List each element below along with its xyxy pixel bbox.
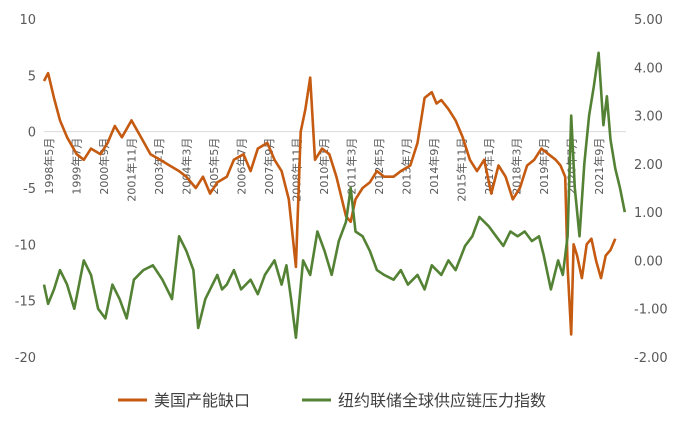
x-tick-label: 1999年7月 [70, 138, 84, 195]
left-tick-label: 10 [19, 13, 36, 28]
x-tick-label: 2006年7月 [235, 138, 249, 195]
x-tick-label: 2017年1月 [482, 138, 496, 195]
x-tick-label: 2005年5月 [207, 138, 221, 195]
series-lines [42, 51, 627, 340]
x-tick-label: 2004年3月 [180, 138, 194, 195]
right-tick-label: -2.00 [634, 351, 668, 366]
x-tick-label: 2010年1月 [317, 138, 331, 195]
x-tick-label: 1998年5月 [42, 138, 56, 195]
x-tick-label: 2015年11月 [455, 138, 469, 202]
x-axis-ticks: 1998年5月 1999年7月 2000年9月 2001年11月 2003年1月 2004… [42, 138, 606, 202]
legend: 美国产能缺口 纽约联储全球供应链压力指数 [118, 391, 546, 410]
right-tick-label: 2.00 [634, 158, 663, 173]
x-tick-label: 2012年5月 [372, 138, 386, 195]
legend-label-supply-chain-index: 纽约联储全球供应链压力指数 [338, 391, 546, 410]
x-tick-label: 2021年9月 [592, 138, 606, 195]
left-tick-label: -20 [15, 351, 36, 366]
x-tick-label: 2013年7月 [400, 138, 414, 195]
left-tick-label: -10 [15, 238, 36, 253]
series-line-supply-chain-index [42, 51, 627, 340]
right-tick-label: 4.00 [634, 61, 663, 76]
x-tick-label: 2003年1月 [152, 138, 166, 195]
x-tick-label: 2014年9月 [427, 138, 441, 195]
x-tick-label: 2018年3月 [510, 138, 524, 195]
left-tick-label: 5 [28, 69, 36, 84]
right-tick-label: 3.00 [634, 110, 663, 125]
legend-label-capacity-gap: 美国产能缺口 [154, 391, 250, 410]
right-tick-label: 1.00 [634, 206, 663, 221]
left-tick-label: -15 [15, 295, 36, 310]
left-tick-label: -5 [23, 182, 36, 197]
series-line-capacity-gap [42, 71, 617, 336]
right-tick-label: 0.00 [634, 254, 663, 269]
left-tick-label: 0 [28, 126, 36, 141]
right-tick-label: 5.00 [634, 13, 663, 28]
x-tick-label: 2001年11月 [125, 138, 139, 202]
x-tick-label: 2011年3月 [345, 138, 359, 195]
right-axis-ticks: 5.00 4.00 3.00 2.00 1.00 0.00 -1.00 -2.00 [634, 13, 668, 366]
right-tick-label: -1.00 [634, 303, 668, 318]
left-axis-ticks: 10 5 0 -5 -10 -15 -20 [15, 13, 36, 366]
x-tick-label: 2019年5月 [537, 138, 551, 195]
